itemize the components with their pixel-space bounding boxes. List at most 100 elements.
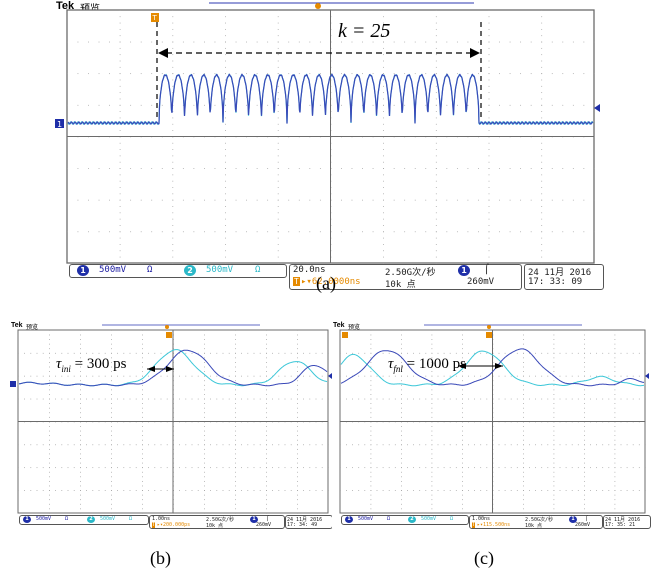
- trigger-level-value: 260mV: [256, 522, 272, 528]
- waveform-display-a: T 1: [55, 2, 600, 264]
- trigger-source-indicator[interactable]: 1: [250, 516, 258, 523]
- graticule-dots-a: [67, 10, 595, 264]
- datetime-box: [603, 515, 651, 529]
- ch1-coupling: Ω: [65, 516, 69, 522]
- delay-arrow-right: [166, 366, 174, 372]
- tau-subscript: fnl: [393, 364, 403, 374]
- trigger-offset-icon: [342, 332, 348, 338]
- ch2-scale: 500mV: [421, 516, 437, 522]
- trigger-position-icon: [151, 13, 159, 22]
- ch1-indicator[interactable]: 1: [23, 516, 31, 523]
- channel-status-box[interactable]: [69, 264, 287, 278]
- trigger-position-icon: [486, 332, 492, 338]
- trigger-position-tag: T: [472, 522, 476, 528]
- trigger-slope: ⌠: [266, 516, 270, 522]
- ch1-indicator[interactable]: 1: [77, 265, 89, 276]
- pulse-count-annotation: k = 25: [338, 20, 391, 42]
- trigger-position-value: ▸▾115.500ns: [477, 522, 511, 528]
- ch1-trace: [340, 348, 645, 387]
- ch2-scale: 500mV: [100, 516, 116, 522]
- tau-symbol: τ: [56, 356, 62, 372]
- ch2-coupling: Ω: [450, 516, 454, 522]
- tau-subscript: ini: [61, 364, 71, 374]
- trigger-level-arrow-icon: [645, 373, 649, 379]
- trigger-level-arrow-icon: [594, 104, 600, 112]
- trigger-slope: ⌠: [585, 516, 589, 522]
- channel-ground-icon: [10, 381, 16, 387]
- graticule-dots-c: [340, 330, 646, 514]
- ch2-indicator[interactable]: 2: [87, 516, 95, 523]
- trigger-position-icon: [166, 332, 172, 338]
- record-length-value: 10k 点: [385, 280, 416, 290]
- acquisition-mode-label: 预览: [348, 324, 361, 331]
- ch2-scale: 500mV: [206, 265, 234, 275]
- date-value: 24 11月 2016: [528, 268, 592, 278]
- ch2-trace: [340, 350, 645, 387]
- caption-c: (c): [474, 548, 494, 568]
- time-value: 17: 33: 09: [528, 277, 583, 287]
- ch2-indicator[interactable]: 2: [184, 265, 196, 276]
- delay-value: = 300 ps: [70, 356, 127, 372]
- ch1-scale: 500mV: [36, 516, 52, 522]
- channel-status-box[interactable]: [341, 515, 469, 525]
- delay-arrow-left: [147, 366, 155, 372]
- scope-panel-a: Tek 预览 T 1 k = 25 1 500mV Ω 2 500mV Ω 20…: [54, 0, 605, 292]
- center-marker-icon: [315, 3, 321, 9]
- trigger-source-indicator[interactable]: 1: [458, 265, 470, 276]
- trigger-level-value: 260mV: [575, 522, 591, 528]
- timebase-value: 20.0ns: [293, 265, 326, 275]
- sample-rate-value: 2.50G次/秒: [525, 517, 554, 523]
- time-value: 17: 34: 49: [287, 522, 318, 528]
- datetime-box: [524, 264, 604, 290]
- channel-status-box[interactable]: [19, 515, 149, 525]
- trigger-position-tag: T: [293, 277, 300, 286]
- timebase-value: 1.00ns: [472, 516, 491, 522]
- ch2-coupling: Ω: [129, 516, 133, 522]
- sample-rate-value: 2.50G次/秒: [206, 517, 235, 523]
- brand-label: Tek: [56, 0, 75, 12]
- delay-arrow-right: [495, 363, 503, 369]
- record-length-value: 10k 点: [525, 523, 543, 529]
- final-delay-annotation: τfnl = 1000 ps: [388, 356, 466, 376]
- acquisition-mode-label: 预览: [26, 324, 39, 331]
- sample-rate-value: 2.50G次/秒: [385, 268, 436, 278]
- trigger-level-value: 260mV: [467, 277, 495, 287]
- ch1-indicator[interactable]: 1: [345, 516, 353, 523]
- ch1-trace: [18, 349, 328, 387]
- waveform-display-b: [10, 324, 332, 514]
- trigger-source-indicator[interactable]: 1: [569, 516, 577, 523]
- delay-arrow-left: [458, 363, 466, 369]
- timebase-value: 1.00ns: [152, 516, 171, 522]
- svg-text:T: T: [152, 14, 158, 22]
- ch2-coupling: Ω: [255, 265, 261, 275]
- record-length-value: 10k 点: [206, 523, 224, 529]
- trigger-position-value: ▸▾62.0000ns: [301, 277, 361, 287]
- date-value: 24 11月 2016: [287, 517, 323, 523]
- delay-value: = 1000 ps: [402, 356, 466, 372]
- tau-symbol: τ: [388, 356, 394, 372]
- graticule-dots-b: [18, 330, 329, 514]
- trigger-slope: ⌠: [484, 265, 490, 275]
- trigger-level-arrow-icon: [328, 373, 332, 379]
- svg-text:1: 1: [57, 120, 62, 129]
- trigger-position-value: ▸▾200.000ps: [157, 522, 191, 528]
- ch2-indicator[interactable]: 2: [408, 516, 416, 523]
- trigger-position-tag: T: [152, 522, 156, 528]
- scope-panel-b: Tek 预览 τini = 300 ps 1 500mV Ω 2 500mV Ω…: [10, 322, 335, 529]
- caption-a: (a): [316, 273, 336, 293]
- caption-b: (b): [150, 548, 171, 568]
- date-value: 24 11月 2016: [605, 517, 641, 523]
- scope-panel-c: Tek 预览 τfnl = 1000 ps 1 500mV Ω 2 500mV …: [332, 322, 652, 529]
- ch1-coupling: Ω: [387, 516, 391, 522]
- brand-label: Tek: [333, 322, 345, 329]
- time-value: 17: 35: 21: [605, 522, 636, 528]
- ch1-trace: [67, 73, 593, 125]
- brand-label: Tek: [11, 322, 23, 329]
- waveform-display-c: [339, 324, 649, 514]
- ch1-scale: 500mV: [99, 265, 127, 275]
- channel-ground-icon: [55, 119, 64, 128]
- acquisition-status-box[interactable]: [289, 264, 522, 290]
- ch1-coupling: Ω: [147, 265, 153, 275]
- initial-delay-annotation: τini = 300 ps: [56, 356, 126, 376]
- ch1-scale: 500mV: [358, 516, 374, 522]
